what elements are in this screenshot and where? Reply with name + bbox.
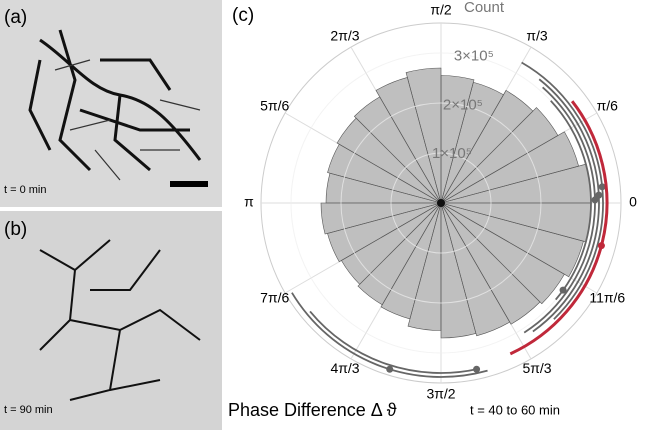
radial-axis-title: Count: [464, 0, 505, 16]
chart-subtitle: t = 40 to 60 min: [470, 402, 560, 417]
center: [437, 199, 445, 207]
scale-bar: [170, 181, 208, 187]
angular-tick-label: 0: [629, 194, 637, 210]
angular-tick-label: π: [244, 194, 254, 210]
angular-tick-label: π/3: [526, 27, 548, 43]
micrograph: [0, 211, 222, 430]
angular-tick-label: π/6: [597, 98, 619, 114]
panel-label: (c): [232, 5, 254, 26]
time-label: t = 90 min: [4, 404, 53, 416]
angular-tick-label: 7π/6: [260, 290, 289, 306]
micrograph: [0, 0, 222, 207]
radial-tick-label: 1×10⁵: [432, 145, 472, 162]
panel-b: (b) t = 90 min: [0, 211, 222, 430]
phase-mean: [473, 366, 480, 373]
panel-a: (a) t = 0 min: [0, 0, 222, 207]
radial-tick-label: 2×10⁵: [443, 96, 483, 113]
chart-title: Phase Difference Δ ϑ: [228, 400, 397, 420]
angular-tick-label: 3π/2: [426, 386, 455, 402]
time-label: t = 0 min: [4, 184, 47, 196]
phase-mean: [595, 192, 602, 199]
angular-tick-label: π/2: [430, 2, 452, 18]
angular-tick-label: 2π/3: [330, 27, 359, 43]
angular-tick-label: 5π/6: [260, 98, 289, 114]
phase-mean: [598, 242, 605, 249]
phase-mean: [386, 366, 393, 373]
panel-label: (a): [4, 7, 27, 28]
angular-tick-label: 11π/6: [589, 290, 625, 306]
panel-label: (b): [4, 219, 27, 240]
radial-tick-label: 3×10⁵: [454, 48, 494, 65]
angular-tick-label: 5π/3: [522, 360, 551, 376]
angular-tick-label: 4π/3: [330, 360, 359, 376]
